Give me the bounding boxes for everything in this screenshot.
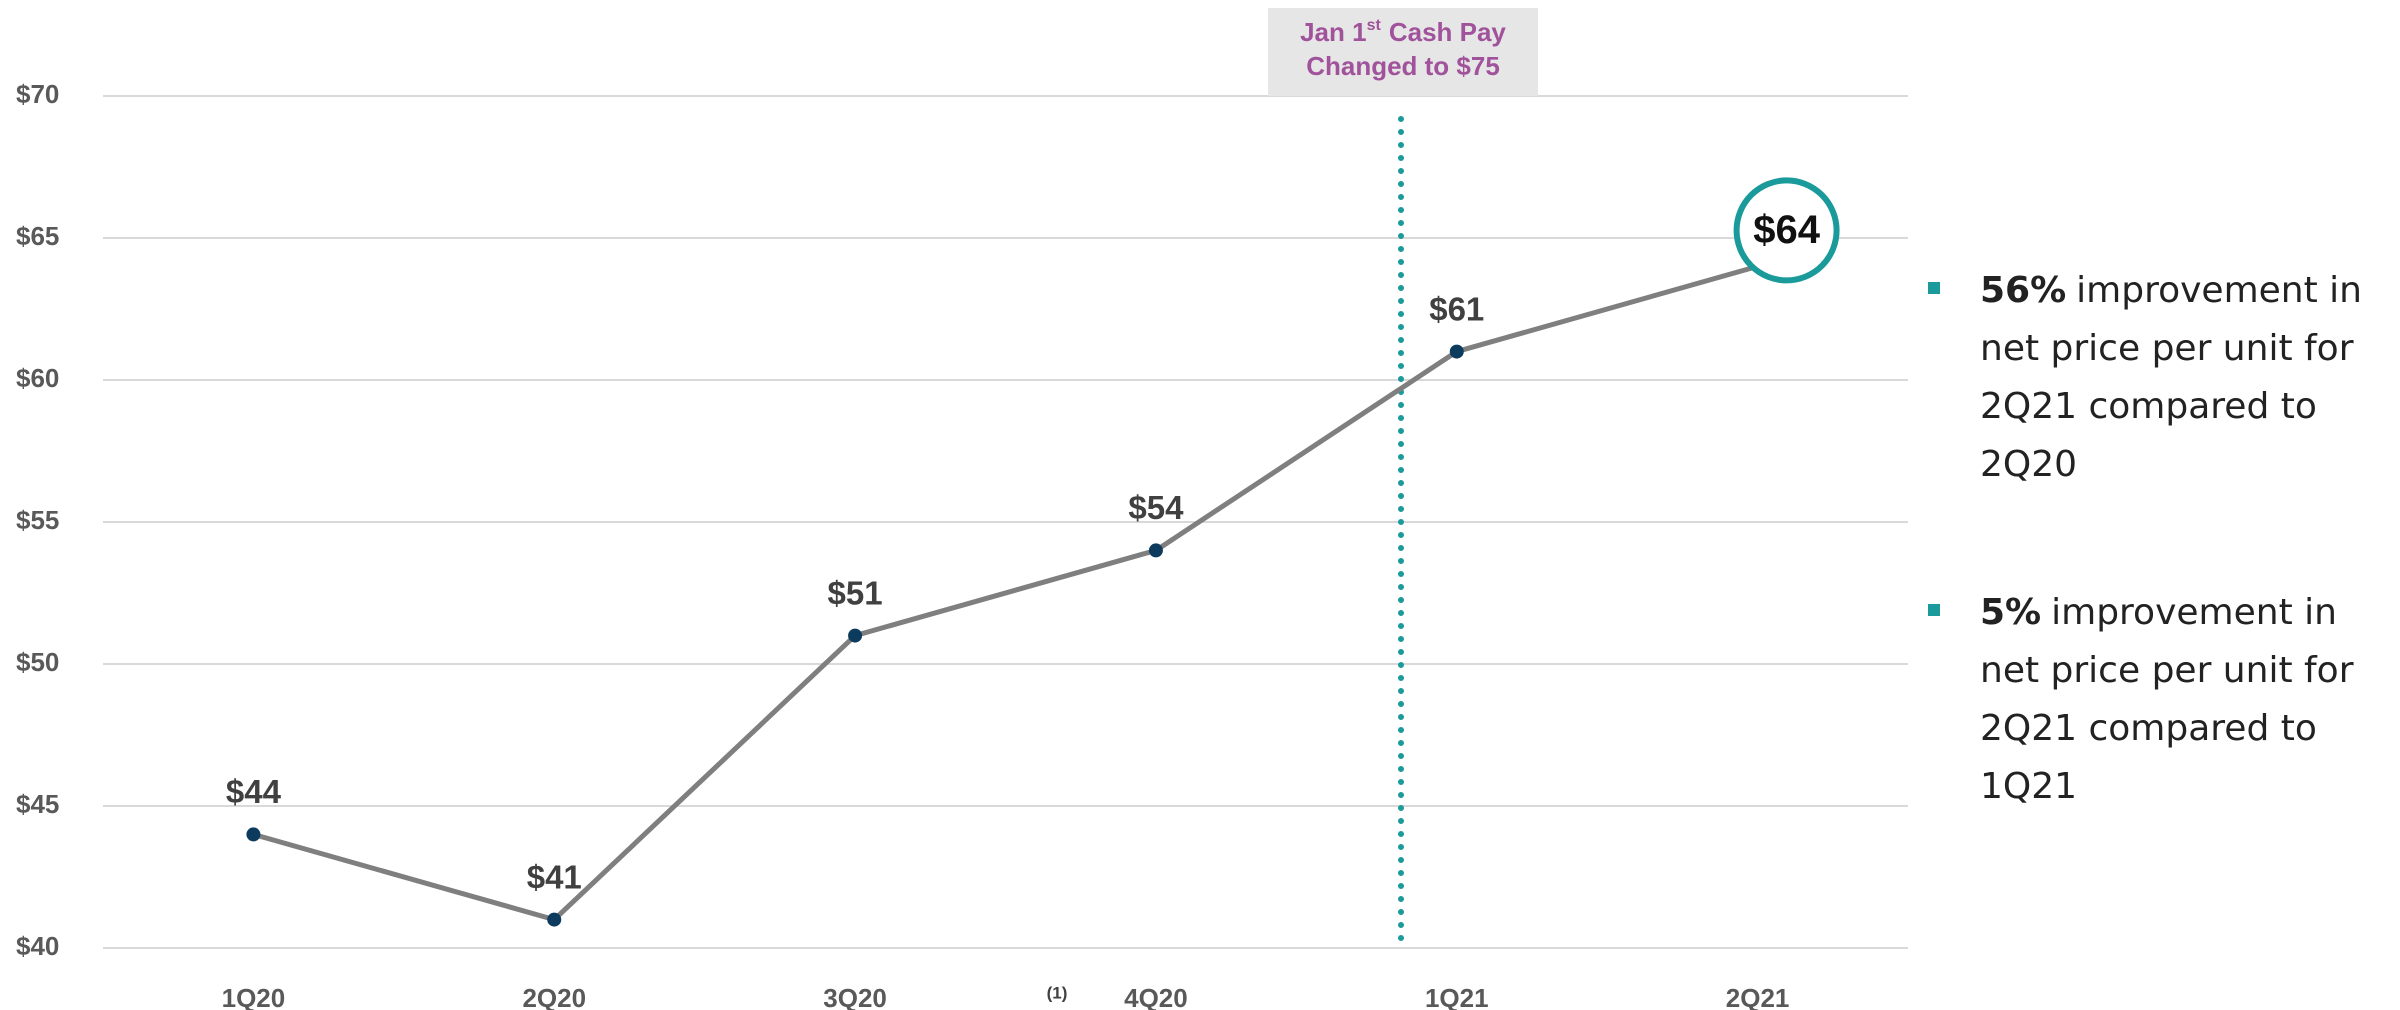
annotation-sup: st xyxy=(1367,17,1382,34)
data-point xyxy=(1148,543,1163,558)
bullet-text: improvement in xyxy=(2051,592,2337,633)
x-tick-label: 1Q20 xyxy=(222,983,286,1010)
data-point xyxy=(1449,344,1464,359)
bullet-text: 2Q21 compared to xyxy=(1980,386,2317,427)
y-tick-label: $65 xyxy=(16,221,59,251)
annotation: Jan 1st Cash Pay xyxy=(1300,17,1506,47)
x-tick-label: 3Q20 xyxy=(823,983,887,1010)
bullet-text: 2Q20 xyxy=(1980,444,2078,485)
bullet-marker xyxy=(1928,604,1940,616)
data-point xyxy=(246,827,261,842)
value-label: $44 xyxy=(226,773,282,810)
x-tick-label: 2Q20 xyxy=(522,983,586,1010)
bullet-line: 2Q21 compared to xyxy=(1980,700,2354,758)
x-tick-label: 2Q21 xyxy=(1726,983,1790,1010)
bullet-text: 2Q21 compared to xyxy=(1980,708,2317,749)
bullet-text: net price per unit for xyxy=(1980,650,2354,691)
bullet-bold: 56% xyxy=(1980,270,2067,311)
bullet-text: improvement in xyxy=(2076,270,2362,311)
y-tick-label: $50 xyxy=(16,647,59,677)
annotation-text: Changed to $75 xyxy=(1306,51,1500,81)
bullet-line: net price per unit for xyxy=(1980,320,2362,378)
bullet-line: 2Q21 compared to xyxy=(1980,378,2362,436)
bullet-line: 5% improvement in xyxy=(1980,584,2354,642)
data-point xyxy=(848,628,863,643)
bullet-line: net price per unit for xyxy=(1980,642,2354,700)
y-tick-label: $40 xyxy=(16,931,59,961)
bullet-line: 1Q21 xyxy=(1980,758,2354,816)
annotation-box xyxy=(1268,8,1538,96)
bullet-line: 2Q20 xyxy=(1980,436,2362,494)
annotation-text: Jan 1 xyxy=(1300,17,1367,47)
bullet-text: 1Q21 xyxy=(1980,766,2078,807)
y-tick-label: $70 xyxy=(16,79,59,109)
annotation-text: Cash Pay xyxy=(1389,17,1507,47)
y-tick-label: $60 xyxy=(16,363,59,393)
bullet: 56% improvement in net price per unit for 2… xyxy=(1980,262,2362,494)
bullet-text: net price per unit for xyxy=(1980,328,2354,369)
x-tick-label: 4Q20 xyxy=(1124,983,1188,1010)
bullet-bold: 5% xyxy=(1980,592,2042,633)
bullet-line: 56% improvement in xyxy=(1980,262,2362,320)
value-label: $54 xyxy=(1128,489,1184,526)
value-label: $61 xyxy=(1429,290,1484,327)
highlight-circle xyxy=(1733,177,1840,284)
bullet-marker xyxy=(1928,282,1940,294)
y-tick-label: $55 xyxy=(16,505,59,535)
value-label: $41 xyxy=(527,858,582,895)
data-line xyxy=(252,263,1759,923)
x-tick-label: 1Q21 xyxy=(1425,983,1489,1010)
footnote: (1) xyxy=(1047,983,1068,1002)
bullet: 5% improvement in net price per unit for 2Q… xyxy=(1980,584,2354,816)
data-point xyxy=(547,912,562,927)
value-label: $51 xyxy=(828,574,883,611)
y-tick-label: $45 xyxy=(16,789,59,819)
value-label: $64 xyxy=(1753,208,1820,252)
